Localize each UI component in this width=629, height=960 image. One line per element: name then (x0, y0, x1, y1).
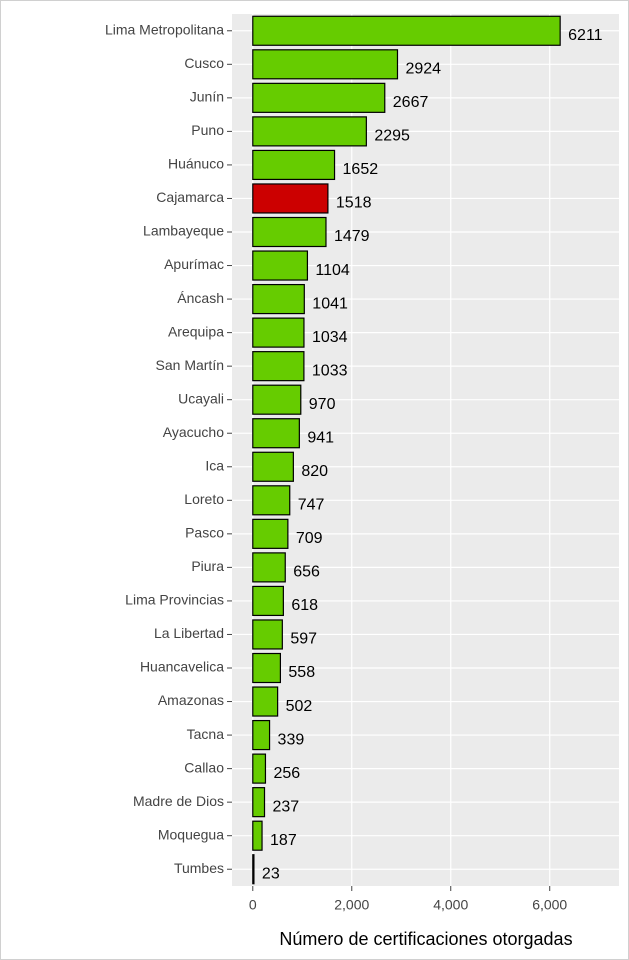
y-tick-label: Pasco (185, 525, 224, 541)
value-label: 820 (301, 463, 328, 480)
y-tick-label: Madre de Dios (133, 793, 224, 809)
value-label: 256 (273, 765, 300, 782)
bar (252, 283, 305, 315)
bar (252, 753, 267, 784)
bar (252, 183, 329, 214)
y-tick-label: Huánuco (168, 156, 224, 172)
value-label: 6211 (568, 27, 603, 44)
y-tick-label: San Martín (156, 357, 224, 373)
x-axis-title: Número de certificaciones otorgadas (279, 929, 572, 949)
bar (252, 451, 294, 482)
bar (252, 652, 281, 684)
y-tick-label: Ayacucho (163, 424, 224, 440)
value-label: 187 (270, 832, 297, 849)
bar (252, 15, 561, 46)
y-tick-label: Callao (184, 759, 224, 775)
bar (252, 518, 289, 549)
y-tick-label: Lambayeque (143, 223, 224, 239)
bar (252, 216, 327, 248)
y-tick-label: Cusco (184, 55, 224, 71)
value-label: 23 (262, 865, 280, 882)
bar (252, 485, 291, 516)
bar (252, 686, 279, 717)
y-tick-label: Ucayali (178, 390, 224, 406)
bar (252, 418, 300, 449)
value-label: 1518 (336, 195, 372, 212)
value-label: 502 (286, 698, 313, 715)
y-tick-label: Tumbes (174, 860, 224, 876)
y-tick-label: Áncash (177, 290, 224, 306)
bar (252, 854, 255, 885)
value-label: 970 (309, 396, 336, 413)
x-tick-label: 0 (249, 897, 257, 913)
bar (252, 82, 386, 113)
bar (252, 552, 286, 583)
value-label: 618 (291, 597, 318, 614)
y-tick-label: Arequipa (168, 323, 224, 339)
bar (252, 149, 336, 181)
x-tick-label: 2,000 (334, 897, 369, 913)
bar (252, 585, 284, 617)
bar (252, 250, 309, 281)
bar (252, 116, 367, 147)
value-label: 237 (273, 798, 300, 815)
value-label: 1104 (315, 262, 350, 279)
value-label: 2667 (393, 94, 429, 111)
y-tick-label: La Libertad (154, 625, 224, 641)
y-tick-label: Lima Provincias (125, 592, 224, 608)
y-tick-label: Puno (191, 122, 224, 138)
bar (252, 384, 302, 415)
y-tick-label: Apurímac (164, 256, 224, 272)
y-tick-label: Cajamarca (156, 189, 224, 205)
value-label: 1034 (312, 329, 348, 346)
value-label: 656 (293, 564, 320, 581)
bar (252, 351, 305, 382)
y-tick-label: Loreto (184, 491, 224, 507)
value-label: 1033 (312, 362, 348, 379)
value-label: 2924 (405, 61, 441, 78)
y-tick-label: Junín (190, 89, 224, 105)
bar (252, 820, 263, 851)
value-label: 558 (288, 664, 315, 681)
y-tick-label: Tacna (187, 726, 225, 742)
value-label: 1652 (343, 161, 379, 178)
y-tick-label: Piura (191, 558, 224, 574)
bar (252, 787, 266, 818)
bar (252, 49, 399, 80)
y-tick-label: Huancavelica (140, 659, 224, 675)
value-label: 709 (296, 530, 323, 547)
bar (252, 317, 305, 348)
y-tick-label: Lima Metropolitana (105, 21, 224, 37)
y-tick-label: Amazonas (158, 692, 224, 708)
value-label: 597 (290, 631, 317, 648)
x-tick-label: 4,000 (433, 897, 468, 913)
value-label: 2295 (374, 128, 410, 145)
bar (252, 619, 283, 650)
value-label: 1041 (312, 295, 348, 312)
y-tick-label: Ica (205, 457, 224, 473)
x-tick-label: 6,000 (532, 897, 567, 913)
value-label: 339 (278, 731, 305, 748)
value-label: 1479 (334, 228, 370, 245)
value-label: 941 (307, 429, 334, 446)
value-label: 747 (298, 497, 325, 514)
y-tick-label: Moquegua (158, 826, 224, 842)
bar (252, 719, 271, 751)
